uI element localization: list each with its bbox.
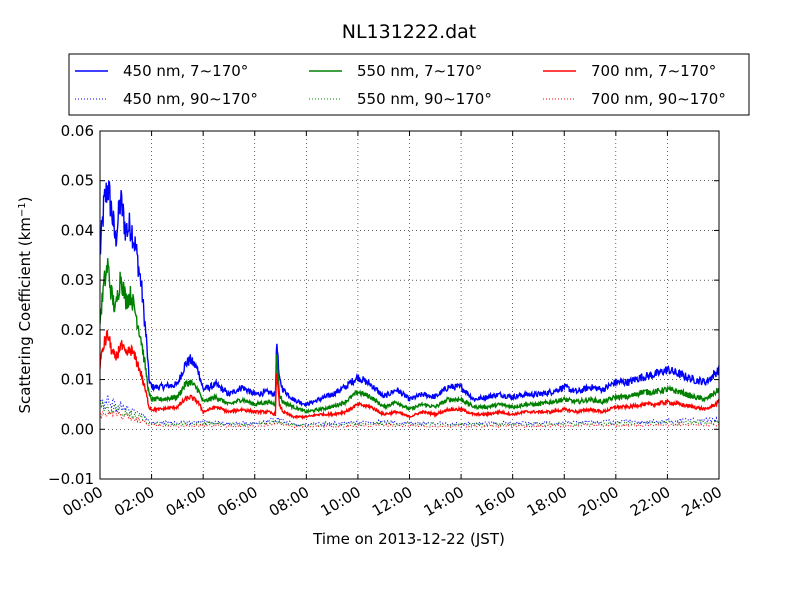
x-tick-label: 12:00 bbox=[369, 483, 415, 520]
y-axis: −0.01 0.00 0.01 0.02 0.03 0.04 0.05 0.06 bbox=[48, 122, 719, 488]
x-tick-label: 06:00 bbox=[214, 483, 260, 520]
x-tick-label: 08:00 bbox=[266, 483, 312, 520]
legend-label-3: 450 nm, 90∼170° bbox=[123, 90, 258, 108]
series-line-2 bbox=[100, 329, 719, 420]
legend-label-2: 700 nm, 7∼170° bbox=[591, 62, 716, 80]
y-axis-label-main: Scattering Coefficient (km bbox=[16, 217, 34, 413]
x-tick-label: 22:00 bbox=[627, 483, 673, 520]
x-tick-label: 00:00 bbox=[60, 483, 106, 520]
y-tick-label: 0.03 bbox=[61, 271, 94, 289]
series-line-4 bbox=[100, 400, 719, 428]
x-tick-label: 02:00 bbox=[111, 483, 157, 520]
legend-label-0: 450 nm, 7∼170° bbox=[123, 62, 248, 80]
series-line-1 bbox=[100, 258, 719, 415]
legend-label-4: 550 nm, 90∼170° bbox=[357, 90, 492, 108]
grid bbox=[100, 131, 719, 479]
legend: 450 nm, 7∼170° 550 nm, 7∼170° 700 nm, 7∼17… bbox=[68, 53, 750, 116]
x-tick-label: 16:00 bbox=[472, 483, 518, 520]
x-axis-label: Time on 2013-12-22 (JST) bbox=[312, 530, 505, 548]
x-tick-label: 14:00 bbox=[421, 483, 467, 520]
legend-label-1: 550 nm, 7∼170° bbox=[357, 62, 482, 80]
chart-title: NL131222.dat bbox=[342, 21, 477, 43]
legend-box bbox=[68, 53, 750, 116]
x-tick-label: 04:00 bbox=[163, 483, 209, 520]
y-axis-label-exponent: −1 bbox=[17, 202, 28, 217]
y-tick-label: 0.02 bbox=[61, 321, 94, 339]
x-tick-label: 20:00 bbox=[575, 483, 621, 520]
x-tick-label: 18:00 bbox=[524, 483, 570, 520]
y-tick-label: 0.00 bbox=[61, 420, 94, 438]
legend-label-5: 700 nm, 90∼170° bbox=[591, 90, 726, 108]
y-axis-label-suffix: ) bbox=[16, 196, 34, 202]
y-tick-label: 0.01 bbox=[61, 371, 94, 389]
x-tick-label: 10:00 bbox=[317, 483, 363, 520]
y-axis-label: Scattering Coefficient (km−1) bbox=[16, 196, 34, 413]
y-tick-label: −0.01 bbox=[48, 470, 94, 488]
y-tick-label: 0.05 bbox=[61, 172, 94, 190]
x-tick-label: 24:00 bbox=[679, 483, 725, 520]
y-tick-label: 0.06 bbox=[61, 122, 94, 140]
series-line-0 bbox=[100, 180, 719, 408]
y-tick-label: 0.04 bbox=[61, 221, 94, 239]
x-axis: 00:00 02:00 04:00 06:00 08:00 10:00 12:00 14:00… bbox=[60, 131, 725, 520]
